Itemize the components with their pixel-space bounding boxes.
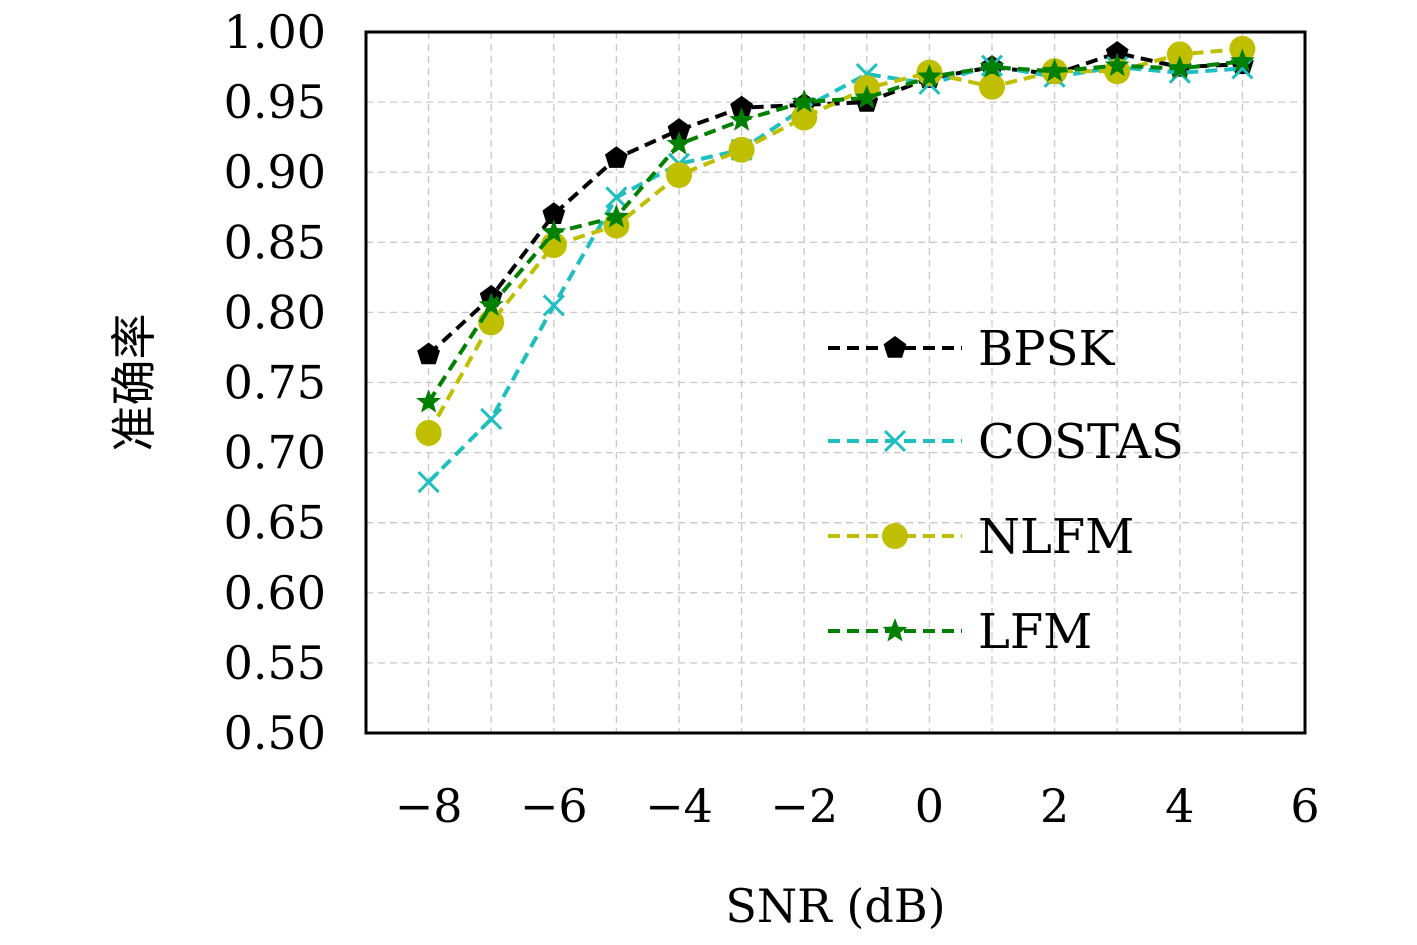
x-tick-label: 0 bbox=[915, 779, 944, 833]
data-point-nlfm bbox=[979, 73, 1005, 100]
legend-marker-costas bbox=[883, 429, 907, 453]
y-tick-label: 0.65 bbox=[224, 496, 326, 550]
series-line-costas bbox=[427, 63, 1243, 484]
data-point-lfm bbox=[604, 204, 629, 228]
x-tick-label: −6 bbox=[520, 779, 588, 833]
data-point-lfm bbox=[541, 219, 567, 243]
data-point-lfm bbox=[1104, 52, 1130, 77]
y-tick-label: 0.70 bbox=[224, 426, 326, 480]
y-tick-label: 0.60 bbox=[224, 566, 326, 620]
data-point-lfm bbox=[729, 107, 754, 131]
y-axis-title: 准确率 bbox=[107, 314, 161, 452]
legend-marker-bpsk bbox=[883, 336, 907, 358]
y-tick-label: 0.75 bbox=[224, 356, 326, 410]
series-group bbox=[415, 35, 1256, 494]
legend-marker-nlfm bbox=[882, 523, 908, 549]
grid bbox=[366, 31, 1305, 734]
data-point-bpsk bbox=[730, 95, 753, 118]
data-point-bpsk bbox=[542, 202, 566, 224]
data-point-nlfm bbox=[415, 419, 442, 446]
y-tick-label: 1.00 bbox=[224, 5, 326, 59]
legend-label-bpsk: BPSK bbox=[978, 321, 1115, 377]
y-tick-label: 0.50 bbox=[224, 706, 326, 760]
data-point-lfm bbox=[416, 389, 441, 413]
data-point-lfm bbox=[1230, 48, 1255, 72]
tick-labels: −8 −6 −4 −2 0 2 4 6 0.50 0.55 0.60 0.65 0.70 0.75 0.80… bbox=[224, 5, 1320, 833]
data-point-bpsk bbox=[667, 118, 691, 140]
data-point-bpsk bbox=[417, 342, 440, 365]
data-point-nlfm bbox=[666, 162, 692, 189]
x-tick-label: −4 bbox=[645, 779, 713, 833]
data-point-lfm bbox=[1167, 55, 1193, 79]
x-tick-label: −2 bbox=[770, 779, 838, 833]
legend-marker-lfm bbox=[882, 618, 908, 642]
y-tick-label: 0.95 bbox=[224, 75, 326, 129]
data-point-nlfm bbox=[1166, 41, 1193, 68]
data-point-lfm bbox=[1042, 58, 1067, 82]
x-tick-label: 2 bbox=[1040, 779, 1069, 833]
series-lfm bbox=[416, 48, 1255, 413]
data-point-costas bbox=[605, 186, 628, 209]
legend-label-lfm: LFM bbox=[978, 604, 1092, 660]
series-nlfm bbox=[415, 35, 1256, 446]
y-tick-label: 0.85 bbox=[224, 215, 326, 269]
legend: BPSK COSTAS NLFM LFM bbox=[828, 321, 1184, 660]
data-point-costas bbox=[542, 294, 565, 317]
data-point-bpsk bbox=[1105, 41, 1129, 63]
data-point-lfm bbox=[917, 63, 942, 88]
y-tick-label: 0.80 bbox=[224, 285, 326, 339]
data-point-lfm bbox=[979, 54, 1005, 78]
x-tick-label: 4 bbox=[1165, 779, 1194, 833]
legend-label-costas: COSTAS bbox=[978, 414, 1184, 470]
x-tick-label: −8 bbox=[395, 779, 463, 833]
data-point-nlfm bbox=[791, 104, 818, 131]
plot-frame bbox=[364, 30, 1307, 735]
x-axis-title: SNR (dB) bbox=[725, 879, 945, 933]
data-point-nlfm bbox=[540, 232, 567, 259]
y-tick-label: 0.90 bbox=[224, 145, 326, 199]
data-point-costas bbox=[417, 470, 440, 494]
data-point-lfm bbox=[854, 84, 880, 109]
series-line-lfm bbox=[426, 59, 1243, 404]
data-point-costas bbox=[480, 407, 503, 431]
data-point-nlfm bbox=[728, 136, 755, 163]
x-tick-label: 6 bbox=[1290, 779, 1319, 833]
data-point-bpsk bbox=[605, 146, 628, 168]
data-point-lfm bbox=[791, 89, 817, 113]
legend-label-nlfm: NLFM bbox=[978, 509, 1134, 565]
data-point-lfm bbox=[666, 131, 692, 155]
data-point-lfm bbox=[478, 292, 504, 316]
y-tick-label: 0.55 bbox=[224, 636, 326, 690]
series-line-bpsk bbox=[427, 50, 1243, 356]
